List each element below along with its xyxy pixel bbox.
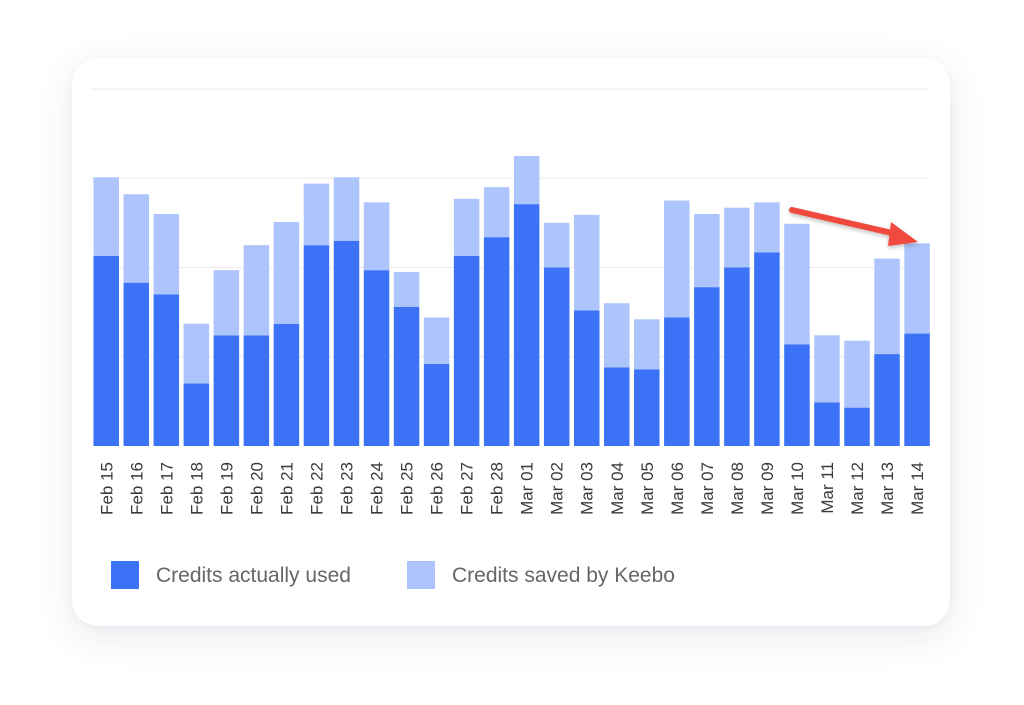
legend: Credits actually used Credits saved by Ke… xyxy=(111,561,675,589)
x-tick-label: Mar 03 xyxy=(578,462,597,515)
bar-credits-saved xyxy=(153,213,180,295)
x-tick-label: Feb 17 xyxy=(157,462,176,515)
x-tick-label: Feb 15 xyxy=(97,462,116,515)
bar-credits-used xyxy=(273,323,300,446)
bar-credits-saved xyxy=(754,202,780,253)
bar-credits-used xyxy=(303,245,330,446)
bar-credits-saved xyxy=(303,183,330,246)
bar-credits-saved xyxy=(573,214,600,311)
x-tick-label: Feb 25 xyxy=(398,462,417,515)
bar-credits-used xyxy=(724,267,750,446)
legend-swatch xyxy=(111,561,139,589)
x-tick-label: Mar 10 xyxy=(788,462,807,515)
bar-credits-saved xyxy=(363,202,390,271)
bar-credits-used xyxy=(363,270,390,446)
bar-credits-used xyxy=(123,282,150,446)
bar-credits-saved xyxy=(183,323,210,384)
bar-credits-saved xyxy=(213,270,240,336)
x-tick-label: Feb 26 xyxy=(428,462,447,515)
bar-credits-used xyxy=(393,306,420,446)
x-tick-label: Feb 28 xyxy=(488,462,507,515)
x-tick-label: Mar 13 xyxy=(878,462,897,515)
bar-credits-saved xyxy=(724,207,750,268)
x-tick-label: Mar 08 xyxy=(728,462,747,515)
x-tick-label: Mar 02 xyxy=(548,462,567,515)
bar-credits-saved xyxy=(543,222,570,268)
bar-credits-used xyxy=(754,252,780,446)
x-tick-label: Feb 16 xyxy=(127,462,146,515)
bar-credits-saved xyxy=(93,177,119,256)
bar-credits-saved xyxy=(483,187,510,238)
x-tick-label: Feb 18 xyxy=(187,462,206,515)
x-tick-label: Mar 11 xyxy=(818,462,837,514)
x-tick-label: Mar 05 xyxy=(638,462,657,515)
bar-credits-saved xyxy=(123,194,150,283)
x-axis-tick-labels: Feb 15 Feb 16 Feb 17 Feb 18 Feb 19 Feb 20 Feb … xyxy=(97,462,927,515)
bar-credits-saved xyxy=(243,245,270,336)
x-tick-label: Mar 09 xyxy=(758,462,777,515)
bar-credits-saved xyxy=(333,177,360,241)
x-tick-label: Feb 23 xyxy=(337,462,356,515)
bar-credits-used xyxy=(153,294,180,446)
bar-credits-saved xyxy=(904,243,930,334)
bar-credits-used xyxy=(243,335,270,446)
bar-credits-used xyxy=(423,363,450,446)
bar-credits-used xyxy=(543,267,570,446)
bar-credits-saved xyxy=(513,155,540,205)
bar-credits-used xyxy=(874,354,900,446)
red-arrow-icon xyxy=(789,207,918,246)
bar-credits-saved xyxy=(453,198,480,256)
bar-credits-saved xyxy=(273,221,300,324)
bar-credits-saved xyxy=(784,223,810,345)
bar-credits-used xyxy=(904,333,930,446)
legend-label: Credits actually used xyxy=(156,564,351,587)
x-tick-label: Feb 21 xyxy=(277,462,296,515)
x-tick-label: Mar 14 xyxy=(908,462,927,515)
bar-credits-used xyxy=(604,367,630,446)
x-tick-label: Feb 22 xyxy=(307,462,326,515)
bar-credits-used xyxy=(513,204,540,446)
bar-credits-used xyxy=(453,255,480,446)
x-tick-label: Feb 20 xyxy=(247,462,266,515)
x-tick-label: Mar 04 xyxy=(608,462,627,515)
x-tick-label: Feb 24 xyxy=(368,462,387,515)
bar-credits-used xyxy=(634,369,660,446)
x-tick-label: Mar 07 xyxy=(698,462,717,515)
bar-credits-used xyxy=(573,310,600,446)
bar-credits-used xyxy=(333,240,360,446)
x-tick-label: Mar 01 xyxy=(518,462,537,515)
x-tick-label: Feb 27 xyxy=(458,462,477,515)
bar-credits-used xyxy=(784,344,810,446)
bar-credits-used xyxy=(694,287,720,446)
bar-credits-used xyxy=(93,255,119,446)
bar-credits-used xyxy=(483,237,510,446)
bar-credits-saved xyxy=(604,303,630,368)
bar-credits-used xyxy=(844,407,870,446)
bar-credits-used xyxy=(814,402,840,446)
bar-credits-saved xyxy=(874,258,900,355)
legend-swatch xyxy=(407,561,435,589)
bar-credits-used xyxy=(664,317,690,446)
bar-credits-saved xyxy=(634,319,660,370)
bar-credits-saved xyxy=(423,317,450,364)
bar-credits-used xyxy=(213,335,240,446)
x-tick-label: Mar 06 xyxy=(668,462,687,515)
bar-credits-saved xyxy=(664,200,690,318)
bar-credits-saved xyxy=(393,271,420,307)
bar-credits-saved xyxy=(814,335,840,403)
trend-arrow-annotation xyxy=(789,207,918,246)
x-tick-label: Mar 12 xyxy=(848,462,867,515)
bars xyxy=(93,155,930,446)
x-tick-label: Feb 19 xyxy=(217,462,236,515)
bar-credits-used xyxy=(183,383,210,446)
legend-label: Credits saved by Keebo xyxy=(452,564,675,587)
bar-credits-saved xyxy=(694,213,720,288)
bar-credits-saved xyxy=(844,340,870,408)
